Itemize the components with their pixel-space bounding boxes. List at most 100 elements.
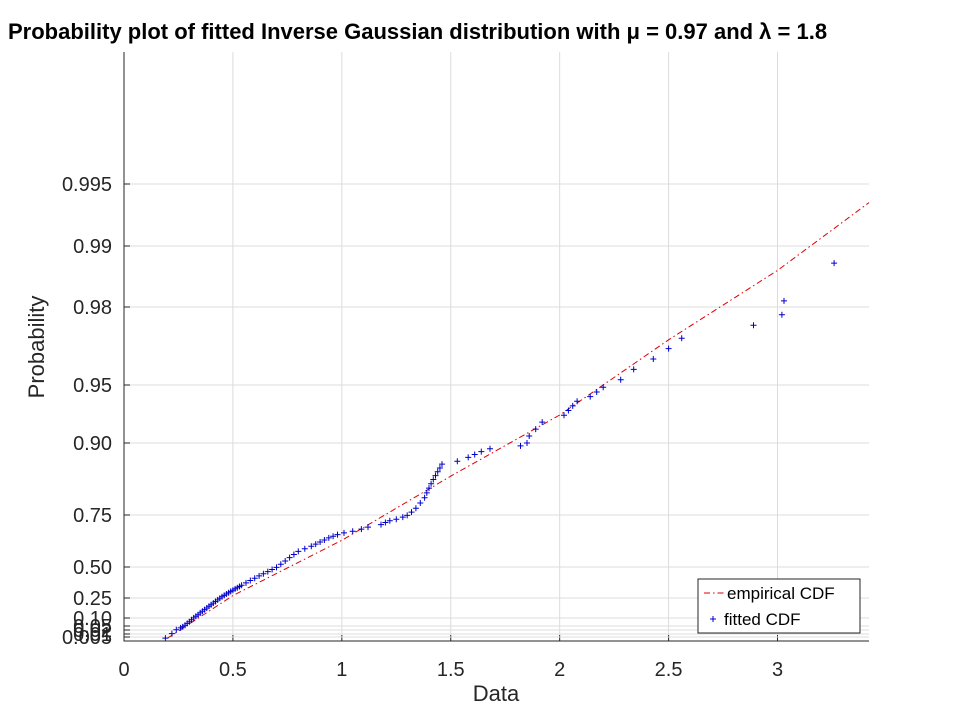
data-point-marker [831, 260, 838, 267]
legend-label-fitted: fitted CDF [724, 610, 801, 629]
data-point-marker [301, 545, 308, 552]
x-axis-label: Data [473, 681, 520, 706]
data-point-marker [273, 564, 280, 571]
data-point-marker [526, 433, 533, 439]
data-point-marker [264, 568, 271, 575]
x-tick-label: 1 [336, 659, 347, 681]
data-point-marker [665, 345, 672, 352]
data-point-marker [778, 311, 785, 318]
data-point-marker [781, 297, 787, 304]
data-point-marker [168, 630, 175, 637]
data-point-marker [465, 454, 472, 461]
data-point-marker [650, 356, 657, 362]
data-point-marker [471, 451, 478, 458]
axes-frame [123, 52, 869, 642]
data-point-marker [290, 551, 297, 558]
y-tick-label: 0.02 [73, 620, 112, 642]
y-tick-label: 0.05 [73, 616, 112, 638]
empirical-cdf-path [167, 202, 870, 639]
data-point-marker [382, 519, 389, 526]
data-point-marker [173, 626, 180, 633]
data-point-marker [317, 539, 324, 545]
data-point-marker [399, 514, 406, 521]
data-point-marker [308, 543, 315, 550]
y-tick-label: 0.01 [73, 624, 112, 646]
y-tick-label: 0.99 [73, 236, 112, 258]
data-point-marker [386, 517, 393, 524]
x-tick-label: 0 [118, 659, 129, 681]
data-point-marker [678, 335, 685, 342]
data-point-marker [432, 472, 439, 479]
data-point-marker [321, 537, 328, 543]
data-point-marker [325, 534, 332, 541]
data-point-marker [412, 505, 419, 512]
x-tick-labels: 0 0.5 1 1.5 2 2.5 3 [118, 659, 783, 681]
data-point-marker [436, 465, 443, 471]
legend: empirical CDF fitted CDF [697, 578, 861, 634]
data-point-marker [358, 526, 365, 533]
data-point-marker [539, 419, 546, 426]
data-point-marker [247, 577, 254, 584]
data-point-marker [295, 548, 302, 555]
data-point-marker [439, 461, 445, 468]
data-point-marker [517, 442, 524, 449]
data-point-marker [312, 541, 319, 548]
data-point-marker [256, 572, 263, 579]
data-point-marker [434, 468, 441, 475]
y-tick-label: 0.25 [73, 588, 112, 610]
data-point-marker [593, 389, 600, 395]
data-point-marker [565, 407, 572, 414]
data-point-marker [421, 494, 428, 501]
data-point-marker [238, 582, 245, 589]
data-point-marker [404, 512, 411, 519]
axes-background [124, 52, 869, 641]
data-point-marker [365, 524, 371, 531]
data-point-marker [574, 398, 581, 405]
legend-marker-swatch [710, 616, 716, 622]
y-tick-label: 0.995 [62, 174, 112, 196]
data-point-marker [454, 458, 461, 465]
data-point-marker [532, 426, 539, 433]
data-point-marker [286, 554, 293, 561]
data-point-marker [423, 489, 430, 496]
legend-box [697, 578, 861, 634]
x-tick-label: 2.5 [655, 659, 683, 681]
data-point-marker [334, 531, 341, 538]
data-point-marker [524, 440, 530, 446]
data-point-marker [487, 445, 493, 452]
y-tick-label: 0.98 [73, 297, 112, 319]
x-tick-label: 2 [554, 659, 565, 681]
data-point-marker [750, 322, 757, 329]
data-point-marker [243, 579, 249, 586]
y-tick-label: 0.005 [62, 627, 112, 649]
y-tick-label: 0.50 [73, 557, 112, 579]
data-point-marker [349, 528, 356, 535]
fitted-cdf-points [162, 260, 838, 642]
data-point-marker [277, 561, 284, 568]
y-tick-label: 0.10 [73, 608, 112, 630]
data-point-marker [330, 533, 337, 540]
data-point-marker [260, 570, 267, 577]
data-point-marker [478, 448, 485, 455]
data-point-marker [587, 393, 594, 400]
data-point-marker [417, 500, 424, 506]
data-point-marker [430, 476, 437, 483]
data-point-marker [561, 412, 567, 419]
data-point-marker [630, 366, 637, 373]
data-point-marker [617, 376, 624, 383]
chart-title: Probability plot of fitted Inverse Gauss… [8, 19, 827, 44]
x-tick-label: 0.5 [219, 659, 247, 681]
data-point-marker [341, 529, 347, 536]
data-point-marker [162, 635, 169, 642]
data-point-marker [393, 516, 400, 523]
x-tick-label: 1.5 [437, 659, 465, 681]
data-point-marker [428, 480, 435, 487]
x-tick-label: 3 [772, 659, 783, 681]
empirical-cdf-line [167, 202, 870, 639]
data-point-marker [282, 558, 289, 564]
data-point-marker [378, 521, 384, 528]
data-point-marker [269, 566, 276, 573]
data-point-marker [408, 509, 415, 516]
y-axis-label: Probability [24, 296, 49, 399]
